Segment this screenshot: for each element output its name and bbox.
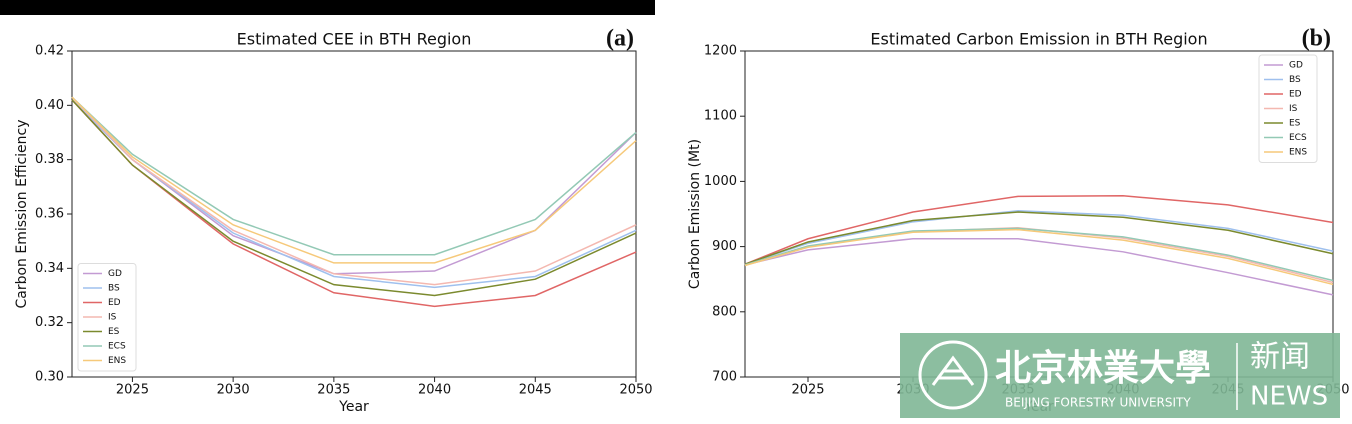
y-tick-label: 900 — [712, 239, 737, 254]
y-tick-label: 1000 — [704, 174, 737, 189]
legend-label: ECS — [108, 342, 126, 352]
legend: GD BS ED IS ES ECS ENS — [77, 263, 137, 372]
y-tick-label: 0.34 — [35, 261, 64, 276]
legend-label: ECS — [1289, 133, 1307, 143]
x-tick-label: 2045 — [519, 383, 552, 398]
x-tick-label: 2025 — [116, 383, 149, 398]
series-line — [744, 194, 1334, 265]
top-bar — [0, 0, 655, 15]
legend-label: ED — [1289, 90, 1302, 100]
y-tick-label: 0.42 — [35, 44, 64, 59]
x-tick-label: 2025 — [791, 383, 824, 398]
plot-area — [744, 50, 1334, 378]
chart-title: Estimated CEE in BTH Region — [237, 30, 472, 49]
x-axis-label: Year — [338, 399, 369, 415]
x-tick-label: 2035 — [317, 383, 350, 398]
legend-label: BS — [108, 284, 120, 294]
panel-label: (a) — [606, 26, 634, 52]
watermark: 北京林業大學 BEIJING FORESTRY UNIVERSITY 新闻 NEWS — [900, 333, 1340, 418]
series-line — [71, 99, 637, 297]
watermark-university: 北京林業大學 — [995, 347, 1211, 389]
series-line — [71, 96, 637, 286]
y-tick-label: 0.30 — [35, 370, 64, 385]
y-tick-label: 0.38 — [35, 152, 64, 167]
watermark-channel: 新闻 — [1250, 340, 1310, 375]
legend-box — [77, 263, 137, 372]
watermark-icon — [931, 355, 975, 386]
legend-box — [1258, 54, 1318, 163]
legend: GD BS ED IS ES ECS ENS — [1258, 54, 1318, 163]
series-line — [744, 238, 1334, 296]
y-axis-label: Carbon Emission Efficiency — [14, 119, 30, 308]
y-tick-label: 800 — [712, 304, 737, 319]
y-tick-label: 0.32 — [35, 315, 64, 330]
legend-label: ES — [1289, 119, 1301, 129]
legend-label: ENS — [1289, 148, 1307, 158]
legend-label: ENS — [108, 356, 126, 366]
legend-label: BS — [1289, 75, 1301, 85]
legend-label: GD — [1289, 61, 1303, 71]
legend-label: IS — [1289, 104, 1298, 114]
series-line — [744, 211, 1334, 265]
x-tick-label: 2040 — [418, 383, 451, 398]
y-tick-label: 700 — [712, 370, 737, 385]
y-tick-label: 1100 — [704, 109, 737, 124]
panel-label: (b) — [1302, 26, 1331, 52]
series-line — [744, 227, 1334, 282]
y-axis-label: Carbon Emission (Mt) — [687, 139, 703, 289]
series-line — [744, 228, 1334, 286]
legend-label: ED — [108, 298, 121, 308]
legend-label: GD — [108, 269, 122, 279]
x-tick-label: 2030 — [217, 383, 250, 398]
series-line — [71, 96, 637, 264]
x-tick-label: 2050 — [619, 383, 652, 398]
series-line — [71, 96, 637, 256]
series-line — [744, 209, 1334, 265]
legend-label: ES — [108, 327, 120, 337]
watermark-english: BEIJING FORESTRY UNIVERSITY — [1005, 396, 1191, 410]
y-tick-label: 0.36 — [35, 207, 64, 222]
y-tick-label: 0.40 — [35, 98, 64, 113]
y-tick-label: 1200 — [704, 44, 737, 59]
watermark-channel-en: NEWS — [1250, 382, 1328, 412]
watermark-seal — [918, 340, 988, 410]
legend-label: IS — [108, 313, 117, 323]
chart-title: Estimated Carbon Emission in BTH Region — [870, 30, 1207, 49]
